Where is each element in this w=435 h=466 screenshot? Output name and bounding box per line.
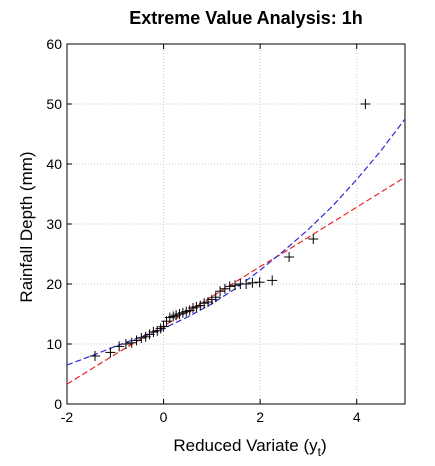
data-point: [267, 275, 278, 286]
data-point: [215, 286, 226, 297]
fit-line-2: [66, 118, 406, 366]
y-tick-label: 10: [46, 336, 62, 352]
data-point: [247, 277, 258, 288]
y-tick-label: 40: [46, 156, 62, 172]
data-point: [219, 283, 230, 294]
x-tick-label: 0: [160, 409, 168, 425]
x-axis-label-main: Reduced Variate (y: [173, 436, 318, 455]
data-point: [158, 321, 169, 332]
chart-title: Extreme Value Analysis: 1h: [129, 8, 362, 28]
data-point: [360, 99, 371, 109]
y-tick-label: 20: [46, 276, 62, 292]
x-axis-label-subscript: t: [318, 445, 322, 459]
data-point: [140, 331, 151, 342]
data-point: [114, 341, 125, 352]
data-point: [224, 281, 235, 292]
y-tick-label: 30: [46, 216, 62, 232]
data-point: [148, 327, 159, 337]
data-point: [136, 333, 147, 343]
x-axis-label: Reduced Variate (yt): [173, 436, 326, 459]
y-tick-label: 0: [54, 396, 62, 412]
fit-lines: [66, 118, 406, 385]
y-tick-label: 60: [46, 36, 62, 52]
data-point: [120, 339, 131, 349]
x-tick-label: 4: [353, 409, 361, 425]
data-point: [241, 279, 252, 289]
data-point: [202, 297, 213, 307]
data-point: [195, 300, 206, 311]
x-tick-label: -2: [61, 409, 74, 425]
data-point: [90, 351, 101, 361]
data-point: [191, 301, 202, 312]
data-point: [230, 280, 241, 291]
data-point: [105, 347, 116, 358]
y-axis-label: Rainfall Depth (mm): [17, 151, 36, 302]
data-points: [90, 99, 371, 361]
data-point: [308, 234, 319, 244]
x-tick-label: 2: [256, 409, 264, 425]
x-axis-label-close: ): [321, 436, 327, 455]
data-point: [199, 298, 210, 309]
data-point: [254, 277, 265, 288]
y-tick-label: 50: [46, 96, 62, 112]
data-point: [131, 335, 142, 346]
data-point: [206, 294, 217, 305]
data-point: [144, 329, 155, 340]
data-point: [126, 337, 137, 348]
fit-line-1: [66, 176, 406, 385]
data-point: [210, 292, 221, 303]
data-point: [284, 252, 295, 262]
